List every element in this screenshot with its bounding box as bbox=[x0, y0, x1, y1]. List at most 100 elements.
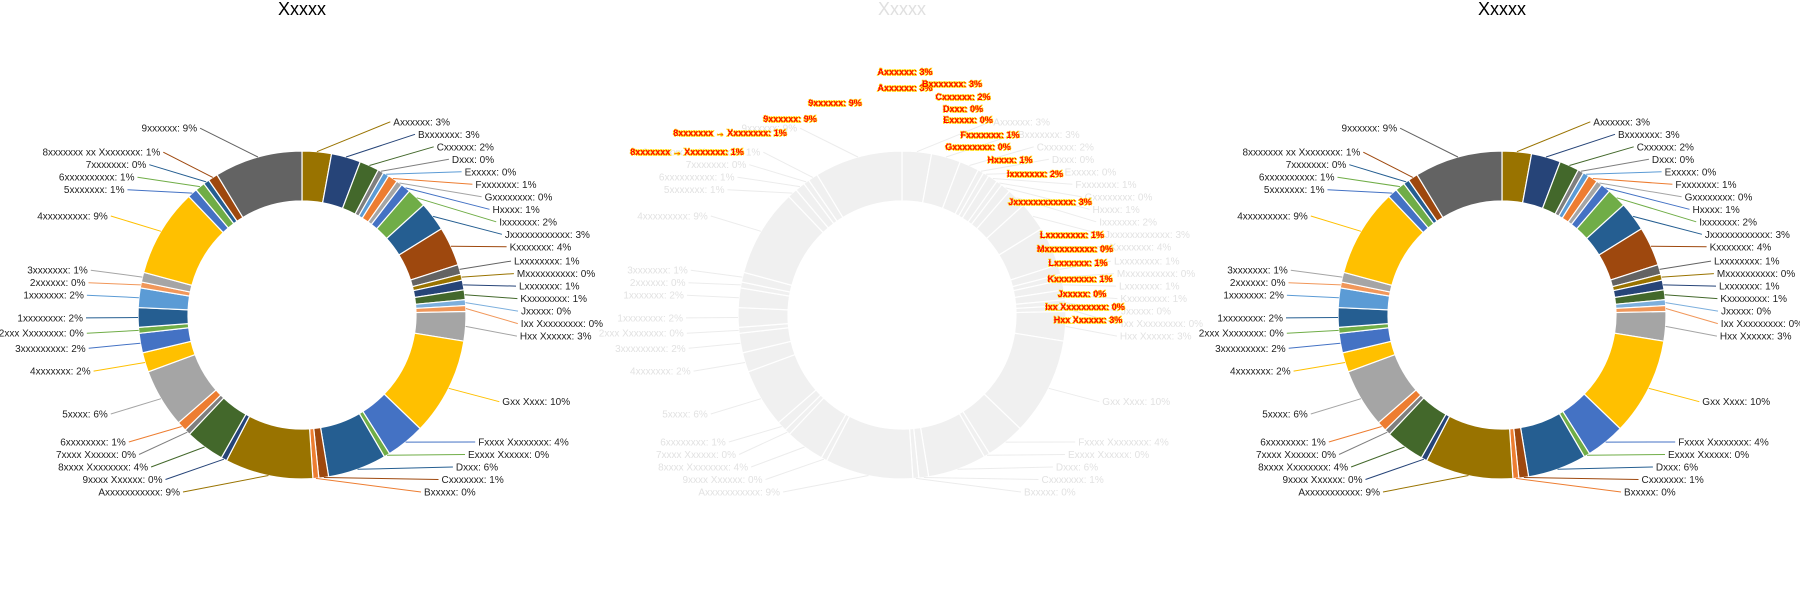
leader-line bbox=[128, 426, 182, 443]
leader-line bbox=[1349, 164, 1407, 183]
slice-data-label: Fxxxx Xxxxxxxx: 4% bbox=[478, 438, 569, 449]
donut-slice bbox=[137, 306, 189, 329]
leader-line bbox=[1650, 245, 1707, 248]
slice-data-label: Exxxx Xxxxxx: 0% bbox=[1068, 450, 1149, 461]
slice-data-label: Bxxxxx: 0% bbox=[424, 488, 476, 499]
slice-data-label: 2xxx Xxxxxxxx: 0% bbox=[1199, 329, 1284, 340]
slice-data-label: 2xxxxxx: 0% bbox=[1230, 278, 1286, 289]
slice-data-label: Lxxxxxxx: 1% bbox=[1719, 282, 1780, 293]
leader-line bbox=[1665, 325, 1717, 337]
leader-line bbox=[686, 294, 739, 299]
slice-data-label: Bxxxxxxx: 3% bbox=[1618, 130, 1680, 141]
duplicate-overlay-label: 8xxxxxxx → Xxxxxxxx: 1% bbox=[630, 147, 744, 157]
slice-data-label: Gxx Xxxx: 10% bbox=[1102, 397, 1170, 408]
slice-data-label: Jxxxxxxxxxxxx: 3% bbox=[1705, 230, 1790, 241]
leader-line bbox=[686, 329, 739, 334]
slice-data-label: 3xxxxxxxxx: 2% bbox=[15, 344, 86, 355]
duplicate-overlay-label: Exxxxx: 0% bbox=[943, 115, 993, 125]
slice-data-label: Fxxxx Xxxxxxxx: 4% bbox=[1678, 438, 1769, 449]
donut-labels-middle: Axxxxxx: 3% Bxxxxxxx: 3%Cxxxxxx: 2% Dxxx: … bbox=[599, 117, 1203, 498]
slice-data-label: Cxxxxxx: 2% bbox=[437, 142, 494, 153]
leader-line bbox=[1016, 197, 1097, 223]
slice-data-label: 8xxxx Xxxxxxxx: 4% bbox=[658, 463, 748, 474]
slice-data-label: 4xxxxxxxxx: 9% bbox=[1237, 212, 1308, 223]
leader-line bbox=[357, 466, 453, 470]
leader-line bbox=[1293, 362, 1346, 372]
leader-line bbox=[1648, 387, 1700, 403]
leader-line bbox=[163, 151, 214, 178]
slice-data-label: Hxx Xxxxxx: 3% bbox=[1720, 332, 1792, 343]
duplicate-overlay-label: Jxxxxxxxxxxxx: 3% bbox=[1008, 197, 1092, 207]
slice-data-label: Kxxxxxxxx: 1% bbox=[1120, 294, 1187, 305]
leader-line bbox=[1063, 284, 1117, 287]
slice-data-label: 4xxxxxxx: 2% bbox=[630, 367, 691, 378]
leader-line bbox=[1569, 146, 1634, 166]
slice-data-label: 7xxxxxxx: 0% bbox=[86, 160, 147, 171]
leader-line bbox=[1599, 182, 1682, 198]
leader-line bbox=[1663, 284, 1717, 287]
slice-data-label: 3xxxxxxx: 1% bbox=[1227, 266, 1288, 277]
slice-data-label: Bxxxxxxx: 3% bbox=[418, 130, 480, 141]
slice-data-label: Lxxxxxxx: 1% bbox=[1119, 282, 1180, 293]
slice-data-label: Dxxx: 6% bbox=[456, 463, 498, 474]
leader-line bbox=[1661, 273, 1714, 278]
donut-slice bbox=[1416, 150, 1503, 219]
slice-data-label: 3xxxxxxx: 1% bbox=[27, 266, 88, 277]
slice-data-label: Dxxx: 6% bbox=[1056, 463, 1098, 474]
slice-data-label: Exxxxx: 0% bbox=[1065, 167, 1117, 178]
leader-line bbox=[765, 458, 825, 480]
slice-data-label: 7xxxx Xxxxxx: 0% bbox=[656, 450, 736, 461]
slice-data-label: Lxxxxxxx: 1% bbox=[519, 282, 580, 293]
slice-data-label: Dxxx: 0% bbox=[1052, 155, 1094, 166]
duplicate-overlay-label: Cxxxxxx: 2% bbox=[935, 92, 990, 102]
leader-line bbox=[749, 164, 807, 183]
duplicate-overlay-label: Axxxxxx: 3% bbox=[877, 83, 932, 93]
chart-title-left: Xxxxx bbox=[278, 0, 326, 19]
slice-data-label: Hxx Xxxxxx: 3% bbox=[520, 332, 592, 343]
leader-line bbox=[182, 475, 269, 493]
leader-line bbox=[199, 127, 259, 158]
duplicate-overlay-label: 9xxxxxx: 9% bbox=[763, 114, 817, 124]
leader-line bbox=[93, 362, 146, 372]
slice-data-label: 1xxxxxxx: 2% bbox=[623, 291, 684, 302]
slice-data-label: Mxxxxxxxxxx: 0% bbox=[517, 269, 595, 280]
chart-panel-right: Xxxxx Axxxxxx: 3% Bxxxxxxx: 3%Cxxxxxx: 2%… bbox=[1199, 0, 1800, 499]
leader-line bbox=[1059, 260, 1112, 270]
leader-line bbox=[1310, 398, 1362, 415]
slice-data-label: Bxxxxx: 0% bbox=[1624, 488, 1676, 499]
leader-line bbox=[1065, 302, 1119, 312]
leader-line bbox=[1382, 475, 1469, 493]
slice-data-label: 3xxxxxxxxx: 2% bbox=[615, 344, 686, 355]
slice-data-label: 4xxxxxxx: 2% bbox=[30, 367, 91, 378]
slice-data-label: Axxxxxx: 3% bbox=[393, 117, 450, 128]
leader-line bbox=[1350, 446, 1405, 468]
leader-line bbox=[1328, 426, 1382, 443]
slice-data-label: Ixx Xxxxxxxxx: 0% bbox=[1721, 319, 1800, 330]
duplicate-overlay-label: 9xxxxxx: 9% bbox=[808, 98, 862, 108]
leader-line bbox=[137, 176, 200, 188]
slice-data-label: Mxxxxxxxxxx: 0% bbox=[1717, 269, 1795, 280]
leader-line bbox=[986, 454, 1066, 456]
chart-panel-left: Xxxxx Axxxxxx: 3% Bxxxxxxx: 3%Cxxxxxx: 2%… bbox=[0, 0, 603, 499]
leader-line bbox=[923, 477, 1039, 480]
duplicate-overlay-label: Ixxxxxxx: 2% bbox=[1007, 169, 1063, 179]
slice-data-label: 8xxxxxxx xx Xxxxxxxx: 1% bbox=[642, 148, 760, 159]
slice-data-label: 3xxxxxxx: 1% bbox=[627, 266, 688, 277]
slice-data-label: Dxxx: 6% bbox=[1656, 463, 1698, 474]
slice-data-label: Ixx Xxxxxxxxx: 0% bbox=[1121, 319, 1203, 330]
slice-data-label: Lxxxxxxxx: 1% bbox=[514, 257, 580, 268]
slice-data-label: Kxxxxxxx: 4% bbox=[510, 242, 572, 253]
leader-line bbox=[1557, 466, 1653, 470]
leader-line bbox=[464, 294, 518, 300]
slice-data-label: 6xxxxxxxx: 1% bbox=[1260, 438, 1326, 449]
donut-slice bbox=[1337, 306, 1389, 329]
donut-labels-right: Axxxxxx: 3% Bxxxxxxx: 3%Cxxxxxx: 2% Dxxx: … bbox=[1199, 117, 1800, 498]
slice-data-label: Gxx Xxxx: 10% bbox=[502, 397, 570, 408]
leader-line bbox=[916, 121, 991, 153]
slice-data-label: Bxxxxx: 0% bbox=[1024, 488, 1076, 499]
leader-line bbox=[1516, 121, 1591, 153]
leader-line bbox=[992, 178, 1073, 185]
slice-data-label: 4xxxxxxxxx: 9% bbox=[37, 212, 108, 223]
slice-data-label: Gxx Xxxx: 10% bbox=[1702, 397, 1770, 408]
leader-line bbox=[1664, 294, 1718, 300]
